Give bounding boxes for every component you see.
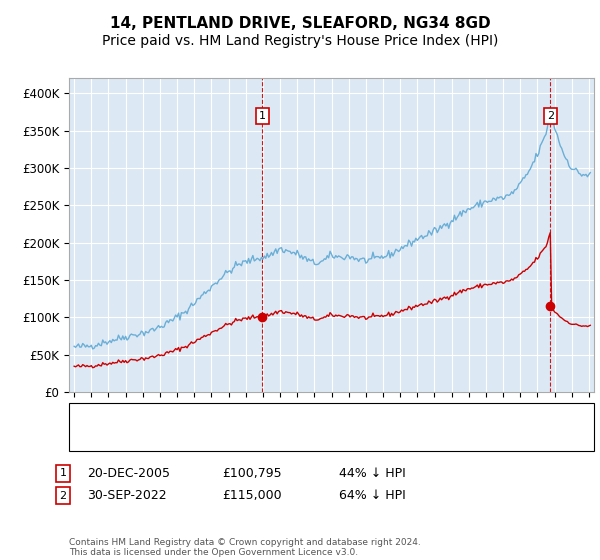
Text: £115,000: £115,000 xyxy=(222,489,281,502)
Text: 30-SEP-2022: 30-SEP-2022 xyxy=(87,489,167,502)
Text: £100,795: £100,795 xyxy=(222,466,281,480)
Text: 14, PENTLAND DRIVE, SLEAFORD, NG34 8GD: 14, PENTLAND DRIVE, SLEAFORD, NG34 8GD xyxy=(110,16,490,31)
Text: 1: 1 xyxy=(59,468,67,478)
Text: 44% ↓ HPI: 44% ↓ HPI xyxy=(339,466,406,480)
Text: 2: 2 xyxy=(59,491,67,501)
Text: 1: 1 xyxy=(259,111,266,121)
Text: 2: 2 xyxy=(547,111,554,121)
Text: Contains HM Land Registry data © Crown copyright and database right 2024.
This d: Contains HM Land Registry data © Crown c… xyxy=(69,538,421,557)
Text: 64% ↓ HPI: 64% ↓ HPI xyxy=(339,489,406,502)
Text: 14, PENTLAND DRIVE, SLEAFORD, NG34 8GD (detached house): 14, PENTLAND DRIVE, SLEAFORD, NG34 8GD (… xyxy=(123,412,476,422)
Text: 20-DEC-2005: 20-DEC-2005 xyxy=(87,466,170,480)
Text: Price paid vs. HM Land Registry's House Price Index (HPI): Price paid vs. HM Land Registry's House … xyxy=(102,34,498,48)
Text: HPI: Average price, detached house, North Kesteven: HPI: Average price, detached house, Nort… xyxy=(123,434,415,444)
